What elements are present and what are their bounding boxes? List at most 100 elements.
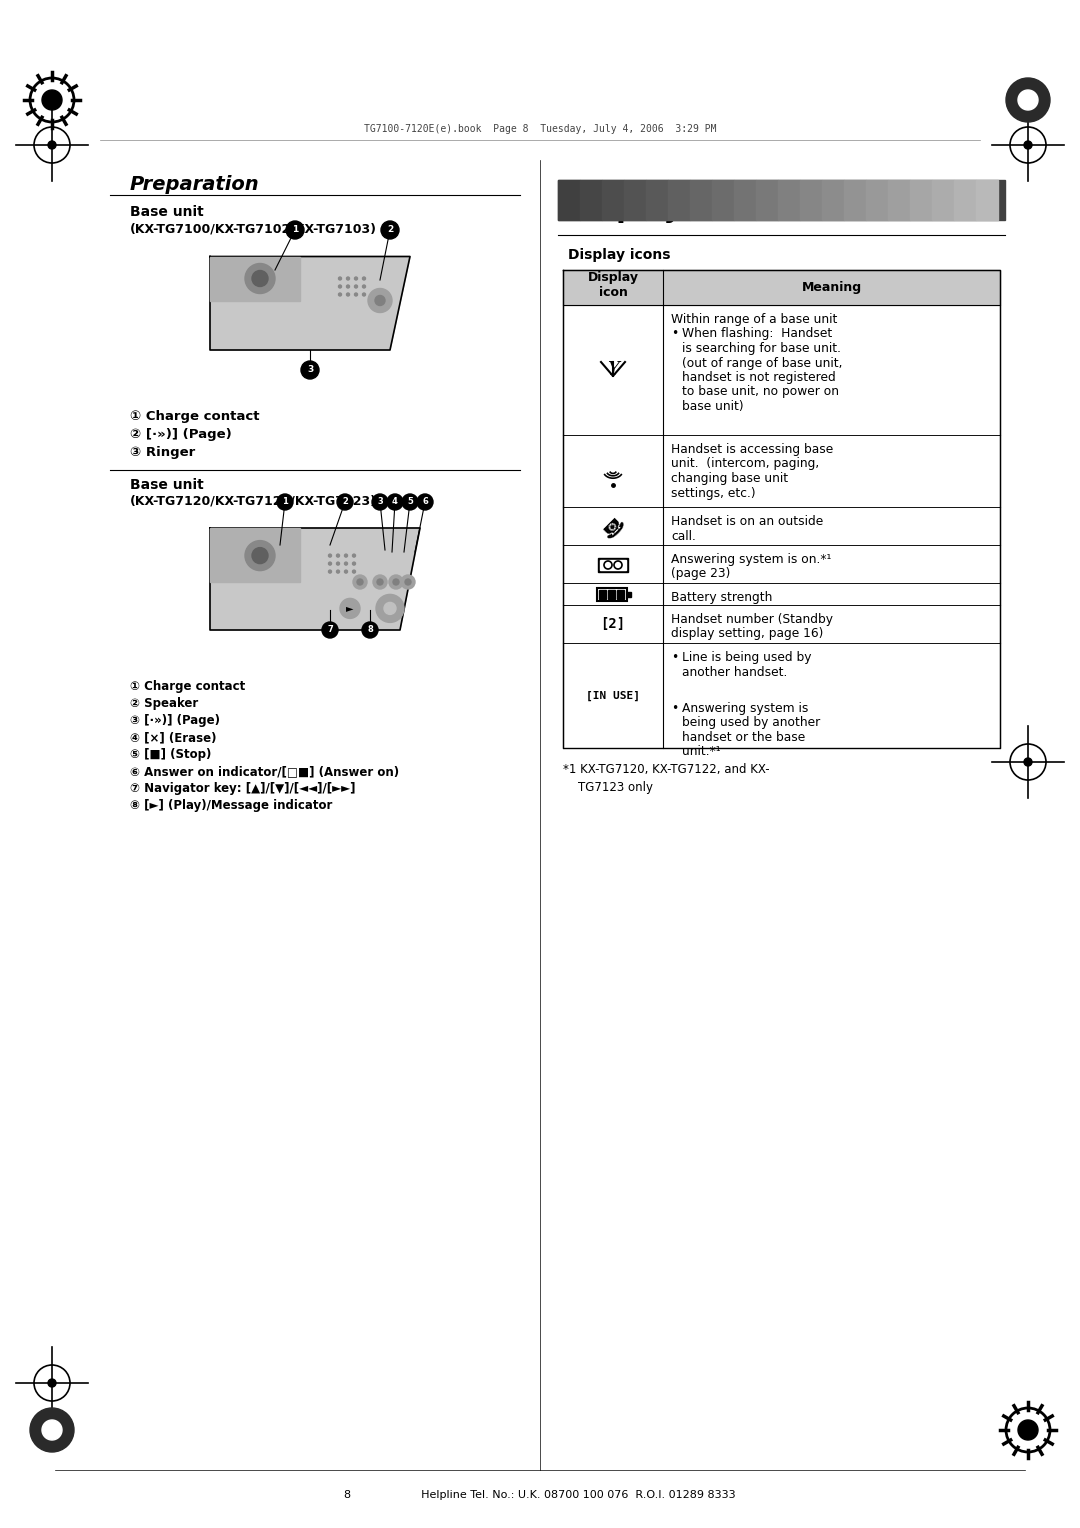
Text: Handset is accessing base: Handset is accessing base [671, 443, 834, 455]
Bar [822, 180, 843, 220]
Bar [563, 435, 1000, 507]
Text: ⑤ [■] (Stop): ⑤ [■] (Stop) [130, 749, 212, 761]
Text: ② Speaker: ② Speaker [130, 697, 199, 711]
Text: 3: 3 [307, 365, 313, 374]
Polygon shape [210, 529, 300, 582]
Circle shape [30, 1407, 75, 1452]
Text: Line is being used by: Line is being used by [681, 651, 811, 665]
Text: 1: 1 [292, 226, 298, 234]
Circle shape [347, 277, 350, 280]
Text: ② [·»)] (Page): ② [·»)] (Page) [130, 428, 232, 442]
Circle shape [338, 293, 341, 296]
Circle shape [1018, 90, 1038, 110]
Bar [910, 180, 932, 220]
Circle shape [286, 222, 303, 238]
Bar [756, 180, 778, 220]
Text: Display icons: Display icons [568, 248, 671, 261]
Text: another handset.: another handset. [681, 666, 787, 678]
Bar [563, 507, 1000, 545]
Circle shape [338, 286, 341, 287]
Circle shape [393, 579, 399, 585]
Text: ③ Ringer: ③ Ringer [130, 446, 195, 458]
Bar [580, 180, 602, 220]
Bar [646, 180, 669, 220]
Text: [IN USE]: [IN USE] [586, 691, 640, 701]
Circle shape [363, 293, 365, 296]
Circle shape [345, 570, 348, 573]
Text: When flashing:  Handset: When flashing: Handset [681, 327, 833, 341]
Text: (out of range of base unit,: (out of range of base unit, [681, 356, 842, 370]
Circle shape [354, 286, 357, 287]
Circle shape [381, 222, 399, 238]
Circle shape [354, 277, 357, 280]
Circle shape [375, 295, 384, 306]
Bar [888, 180, 910, 220]
Circle shape [322, 622, 338, 639]
Circle shape [357, 579, 363, 585]
Bar [563, 545, 1000, 584]
Text: Answering system is: Answering system is [681, 701, 808, 715]
Text: ④ [×] (Erase): ④ [×] (Erase) [130, 730, 216, 744]
Text: ►: ► [347, 604, 354, 613]
Text: (KX-TG7100/KX-TG7102/KX-TG7103): (KX-TG7100/KX-TG7102/KX-TG7103) [130, 222, 377, 235]
Bar [690, 180, 712, 220]
Text: call.: call. [671, 530, 696, 542]
Circle shape [347, 293, 350, 296]
Circle shape [1018, 1420, 1038, 1439]
Text: being used by another: being used by another [681, 717, 820, 729]
Text: changing base unit: changing base unit [671, 472, 788, 484]
Circle shape [402, 494, 418, 510]
Text: ⑦ Navigator key: [▲]/[▼]/[◄◄]/[►►]: ⑦ Navigator key: [▲]/[▼]/[◄◄]/[►►] [130, 782, 355, 795]
Bar [608, 590, 615, 599]
Circle shape [48, 1378, 56, 1387]
Text: handset is not registered: handset is not registered [681, 371, 836, 384]
Text: to base unit, no power on: to base unit, no power on [681, 385, 839, 399]
Bar [778, 180, 800, 220]
Text: Battery strength: Battery strength [671, 591, 772, 604]
Circle shape [363, 277, 365, 280]
Text: 1: 1 [282, 498, 288, 506]
Circle shape [328, 570, 332, 573]
Circle shape [405, 579, 411, 585]
Bar [563, 584, 1000, 605]
Circle shape [1024, 758, 1032, 766]
Circle shape [377, 579, 383, 585]
Circle shape [48, 141, 56, 150]
Bar [669, 180, 690, 220]
Circle shape [245, 263, 275, 293]
Bar [712, 180, 734, 220]
Bar [617, 590, 624, 599]
Bar [558, 180, 1005, 220]
Circle shape [373, 575, 387, 588]
Bar [597, 588, 627, 601]
Text: Answering system is on.*¹: Answering system is on.*¹ [671, 553, 832, 565]
Circle shape [252, 547, 268, 564]
Circle shape [389, 575, 403, 588]
Bar [734, 180, 756, 220]
Circle shape [340, 599, 360, 619]
Text: 6: 6 [422, 498, 428, 506]
Text: ⑧ [►] (Play)/Message indicator: ⑧ [►] (Play)/Message indicator [130, 799, 333, 811]
Text: Preparation: Preparation [130, 176, 259, 194]
Polygon shape [210, 529, 420, 630]
Text: Base unit: Base unit [130, 478, 204, 492]
Text: ① Charge contact: ① Charge contact [130, 680, 245, 694]
Text: 8                    Helpline Tel. No.: U.K. 08700 100 076  R.O.I. 01289 8333: 8 Helpline Tel. No.: U.K. 08700 100 076 … [345, 1490, 735, 1500]
Text: base unit): base unit) [681, 400, 744, 413]
Circle shape [363, 286, 365, 287]
Text: Y: Y [607, 361, 619, 379]
Text: Handset is on an outside: Handset is on an outside [671, 515, 823, 529]
Text: Displays: Displays [568, 196, 699, 223]
Text: unit.  (intercom, paging,: unit. (intercom, paging, [671, 457, 820, 471]
Bar [598, 558, 627, 571]
Circle shape [362, 622, 378, 639]
Circle shape [42, 90, 62, 110]
Text: 8: 8 [367, 625, 373, 634]
Circle shape [368, 289, 392, 313]
Text: ③ [·»)] (Page): ③ [·»)] (Page) [130, 714, 220, 727]
Circle shape [328, 555, 332, 558]
Text: ⑥ Answer on indicator/[□■] (Answer on): ⑥ Answer on indicator/[□■] (Answer on) [130, 766, 400, 778]
Circle shape [352, 570, 355, 573]
Text: 2: 2 [342, 498, 348, 506]
Circle shape [1024, 141, 1032, 150]
